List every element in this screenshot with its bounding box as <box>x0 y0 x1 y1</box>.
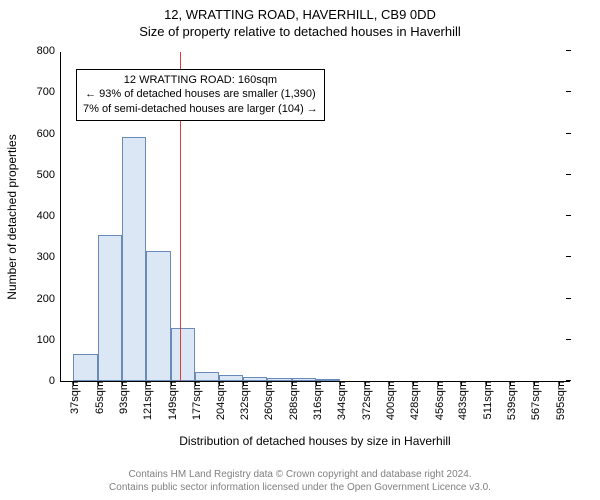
annotation-line2: ← 93% of detached houses are smaller (1,… <box>83 87 318 102</box>
x-tick-label: 456sqm <box>430 381 446 420</box>
x-tick-label: 204sqm <box>211 381 227 420</box>
x-tick-label: 149sqm <box>163 381 179 420</box>
y-tick-mark <box>566 91 571 92</box>
x-tick-label: 316sqm <box>308 381 324 420</box>
chart-container: 12, WRATTING ROAD, HAVERHILL, CB9 0DD Si… <box>0 0 600 500</box>
plot-area: 010020030040050060070080037sqm65sqm93sqm… <box>60 52 570 382</box>
y-tick-mark <box>566 339 571 340</box>
histogram-bar <box>98 235 122 381</box>
x-tick-label: 372sqm <box>357 381 373 420</box>
x-axis-label: Distribution of detached houses by size … <box>60 434 570 448</box>
y-tick-mark <box>566 133 571 134</box>
x-tick-label: 344sqm <box>332 381 348 420</box>
x-tick-label: 288sqm <box>284 381 300 420</box>
footer-attribution: Contains HM Land Registry data © Crown c… <box>0 468 600 494</box>
annotation-box: 12 WRATTING ROAD: 160sqm← 93% of detache… <box>76 69 325 122</box>
title-line-1: 12, WRATTING ROAD, HAVERHILL, CB9 0DD <box>0 6 600 24</box>
y-tick-label: 0 <box>49 375 61 387</box>
histogram-bar <box>73 354 97 381</box>
y-tick-label: 500 <box>37 169 61 181</box>
chart-title: 12, WRATTING ROAD, HAVERHILL, CB9 0DD <box>0 0 600 24</box>
x-tick-label: 177sqm <box>187 381 203 420</box>
y-tick-mark <box>566 256 571 257</box>
annotation-line1: 12 WRATTING ROAD: 160sqm <box>83 73 318 88</box>
x-tick-label: 400sqm <box>381 381 397 420</box>
histogram-bar <box>171 328 195 381</box>
y-tick-mark <box>566 174 571 175</box>
x-tick-label: 483sqm <box>453 381 469 420</box>
histogram-bar <box>122 137 146 381</box>
x-tick-label: 65sqm <box>90 381 106 414</box>
x-tick-label: 260sqm <box>259 381 275 420</box>
x-tick-label: 428sqm <box>405 381 421 420</box>
y-tick-mark <box>566 215 571 216</box>
y-tick-label: 600 <box>37 128 61 140</box>
y-tick-label: 400 <box>37 210 61 222</box>
footer-line-2: Contains public sector information licen… <box>0 481 600 494</box>
y-tick-label: 700 <box>37 86 61 98</box>
x-tick-label: 121sqm <box>138 381 154 420</box>
y-tick-label: 800 <box>37 45 61 57</box>
y-tick-label: 100 <box>37 334 61 346</box>
x-tick-label: 511sqm <box>478 381 494 419</box>
y-tick-mark <box>566 298 571 299</box>
chart-subtitle: Size of property relative to detached ho… <box>0 24 600 43</box>
x-tick-label: 93sqm <box>114 381 130 414</box>
x-tick-label: 37sqm <box>65 381 81 414</box>
y-tick-label: 300 <box>37 251 61 263</box>
x-tick-label: 595sqm <box>551 381 567 420</box>
annotation-line3: 7% of semi-detached houses are larger (1… <box>83 102 318 117</box>
x-tick-label: 232sqm <box>235 381 251 420</box>
x-tick-label: 539sqm <box>502 381 518 420</box>
y-tick-mark <box>566 50 571 51</box>
histogram-bar <box>195 372 219 381</box>
histogram-bar <box>146 251 170 381</box>
x-tick-label: 567sqm <box>526 381 542 420</box>
y-tick-label: 200 <box>37 293 61 305</box>
y-axis-label: Number of detached properties <box>5 134 19 299</box>
footer-line-1: Contains HM Land Registry data © Crown c… <box>0 468 600 481</box>
